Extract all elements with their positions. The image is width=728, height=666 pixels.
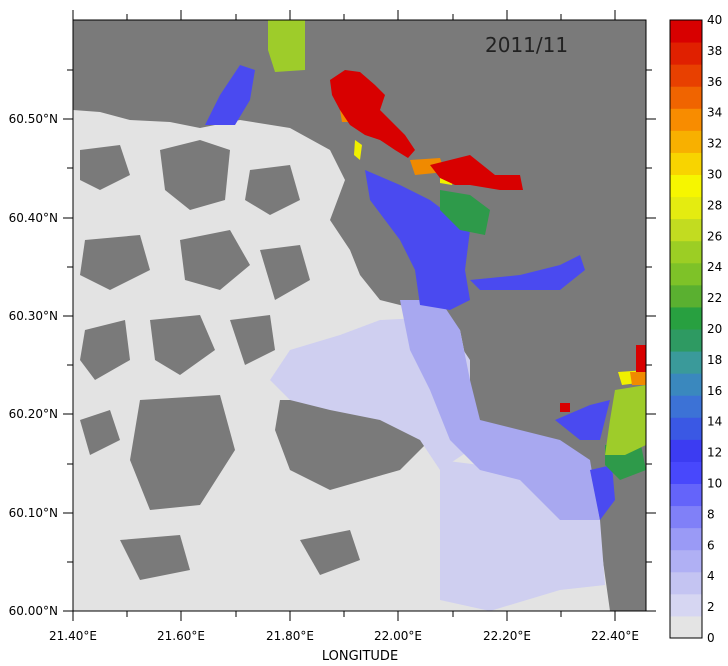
island-layer bbox=[80, 140, 430, 580]
colorbar-swatch bbox=[670, 284, 702, 308]
colorbar-swatch bbox=[670, 20, 702, 43]
y-tick-label: 60.50°N bbox=[9, 112, 58, 126]
colorbar-swatch bbox=[670, 108, 702, 131]
x-tick-label: 21.80°E bbox=[266, 629, 314, 643]
x-tick-label: 22.40°E bbox=[591, 629, 639, 643]
x-tick-labels: 21.40°E 21.60°E 21.80°E 22.00°E 22.20°E … bbox=[49, 629, 639, 643]
colorbar-label: 28 bbox=[707, 198, 722, 212]
y-tick-label: 60.30°N bbox=[9, 309, 58, 323]
colorbar-swatch bbox=[670, 615, 702, 639]
colorbar-swatch bbox=[670, 483, 702, 507]
colorbar-swatch bbox=[670, 373, 702, 396]
x-tick-label: 21.60°E bbox=[157, 629, 205, 643]
colorbar-swatch bbox=[670, 306, 702, 330]
x-tick-label: 22.20°E bbox=[483, 629, 531, 643]
colorbar-label: 8 bbox=[707, 507, 715, 521]
colorbar-label: 10 bbox=[707, 477, 722, 491]
colorbar-swatch bbox=[670, 351, 702, 374]
colorbar-swatch bbox=[670, 218, 702, 242]
colorbar-label: 6 bbox=[707, 538, 715, 552]
colorbar-swatch bbox=[670, 593, 702, 617]
red-layer bbox=[330, 70, 646, 412]
yellow-green-layer bbox=[268, 20, 646, 455]
colorbar-label: 24 bbox=[707, 260, 722, 274]
colorbar-label: 40 bbox=[707, 13, 722, 27]
colorbar-label: 14 bbox=[707, 415, 722, 429]
colorbar-label: 18 bbox=[707, 353, 722, 367]
colorbar-swatch bbox=[670, 549, 702, 573]
y-axis bbox=[63, 69, 656, 612]
colorbar-swatch bbox=[670, 527, 702, 551]
colorbar-label: 20 bbox=[707, 322, 722, 336]
y-tick-label: 60.10°N bbox=[9, 506, 58, 520]
colorbar-swatch bbox=[670, 130, 702, 153]
colorbar-label: 12 bbox=[707, 446, 722, 460]
map-plot-area bbox=[73, 20, 646, 611]
colorbar-label: 4 bbox=[707, 569, 715, 583]
colorbar-swatch bbox=[670, 329, 702, 352]
colorbar-swatch bbox=[670, 240, 702, 264]
colorbar-label: 34 bbox=[707, 106, 722, 120]
colorbar-swatch bbox=[670, 505, 702, 529]
colorbar-swatch bbox=[670, 86, 702, 109]
x-axis bbox=[72, 10, 616, 621]
colorbar-label: 22 bbox=[707, 291, 722, 305]
colorbar-swatch bbox=[670, 64, 702, 87]
x-axis-title: LONGITUDE bbox=[322, 649, 398, 664]
map-title: 2011/11 bbox=[485, 33, 568, 57]
y-tick-label: 60.00°N bbox=[9, 604, 58, 618]
colorbar-swatch bbox=[670, 152, 702, 175]
y-tick-label: 60.20°N bbox=[9, 407, 58, 421]
colorbar-frame bbox=[669, 19, 703, 639]
colorbar-label: 0 bbox=[707, 631, 715, 645]
x-tick-label: 21.40°E bbox=[49, 629, 97, 643]
y-tick-labels: 60.00°N 60.10°N 60.20°N 60.30°N 60.40°N … bbox=[9, 112, 58, 618]
blue-plume-layer bbox=[205, 65, 615, 520]
mid-low-layer bbox=[400, 300, 600, 520]
colorbar-swatch bbox=[670, 262, 702, 286]
colorbar-swatch bbox=[670, 439, 702, 462]
colorbar-label: 32 bbox=[707, 137, 722, 151]
colorbar-label: 30 bbox=[707, 168, 722, 182]
colorbar-swatch bbox=[670, 571, 702, 595]
colorbar-swatch bbox=[670, 395, 702, 418]
colorbar-swatch bbox=[670, 174, 702, 198]
colorbar-label: 16 bbox=[707, 384, 722, 398]
colorbar-swatch bbox=[670, 42, 702, 65]
colorbar-swatch bbox=[670, 417, 702, 440]
colorbar-label: 36 bbox=[707, 75, 722, 89]
colorbar-label: 26 bbox=[707, 229, 722, 243]
colorbar-swatch bbox=[670, 461, 702, 484]
y-tick-label: 60.40°N bbox=[9, 211, 58, 225]
colorbar-swatch bbox=[670, 196, 702, 220]
colorbar-label: 2 bbox=[707, 600, 715, 614]
x-tick-label: 22.00°E bbox=[374, 629, 422, 643]
colorbar-label: 38 bbox=[707, 44, 722, 58]
